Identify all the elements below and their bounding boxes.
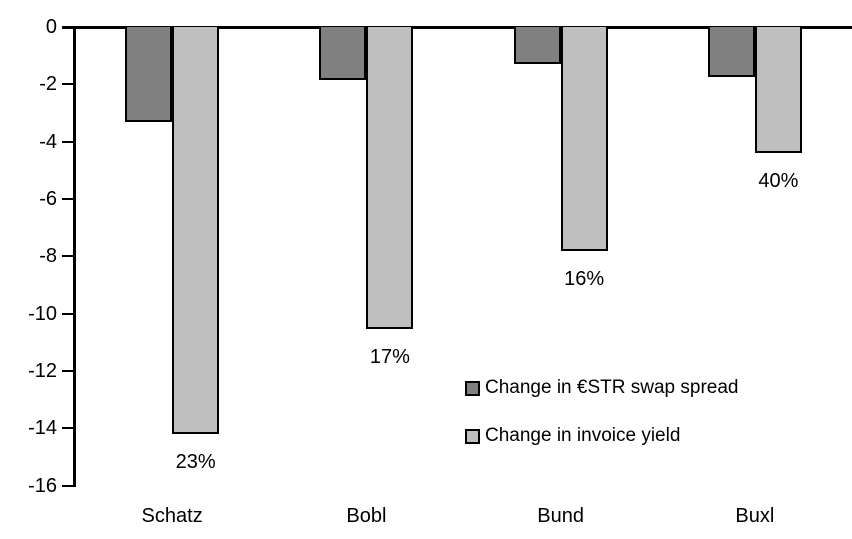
y-tick-label: -16 — [28, 474, 57, 497]
category-label-bund: Bund — [537, 505, 584, 527]
y-tick — [62, 312, 75, 315]
data-label-schatz: 23% — [175, 450, 216, 473]
bar-bund-series1 — [560, 27, 608, 251]
legend-item-1: Change in invoice yield — [465, 424, 738, 448]
legend-label-0: Change in €STR swap spread — [485, 377, 739, 398]
bar-schatz-series0 — [125, 27, 173, 122]
data-label-bund: 16% — [564, 267, 605, 290]
y-tick-label: -8 — [39, 245, 57, 268]
y-tick — [62, 484, 75, 487]
bar-bund-series0 — [513, 27, 561, 65]
legend-swatch-1 — [465, 428, 480, 444]
y-tick-label: -2 — [39, 73, 57, 96]
y-tick-label: -10 — [28, 302, 57, 325]
y-tick-label: -12 — [28, 359, 57, 382]
category-label-bobl: Bobl — [346, 505, 387, 527]
data-label-bobl: 17% — [369, 346, 410, 369]
legend: Change in €STR swap spread Change in invo… — [465, 376, 738, 448]
bar-buxl-series0 — [707, 27, 755, 78]
legend-label-1: Change in invoice yield — [485, 425, 681, 446]
y-tick — [62, 369, 75, 372]
y-tick-label: -6 — [39, 187, 57, 210]
y-tick-label: -14 — [28, 417, 57, 440]
category-label-schatz: Schatz — [141, 505, 203, 527]
y-tick-label: -4 — [39, 130, 57, 153]
zero-line — [62, 25, 852, 29]
y-tick — [62, 255, 75, 258]
y-tick — [62, 83, 75, 86]
y-tick — [62, 140, 75, 143]
y-tick-label: 0 — [45, 16, 57, 38]
y-tick — [62, 197, 75, 200]
y-tick — [62, 427, 75, 430]
category-label-buxl: Buxl — [735, 505, 775, 527]
legend-swatch-0 — [465, 380, 480, 396]
legend-item-0: Change in €STR swap spread — [465, 376, 738, 400]
bar-buxl-series1 — [754, 27, 802, 154]
bar-bobl-series1 — [366, 27, 414, 330]
bar-schatz-series1 — [172, 27, 220, 434]
data-label-buxl: 40% — [758, 170, 799, 193]
bar-bobl-series0 — [319, 27, 367, 80]
